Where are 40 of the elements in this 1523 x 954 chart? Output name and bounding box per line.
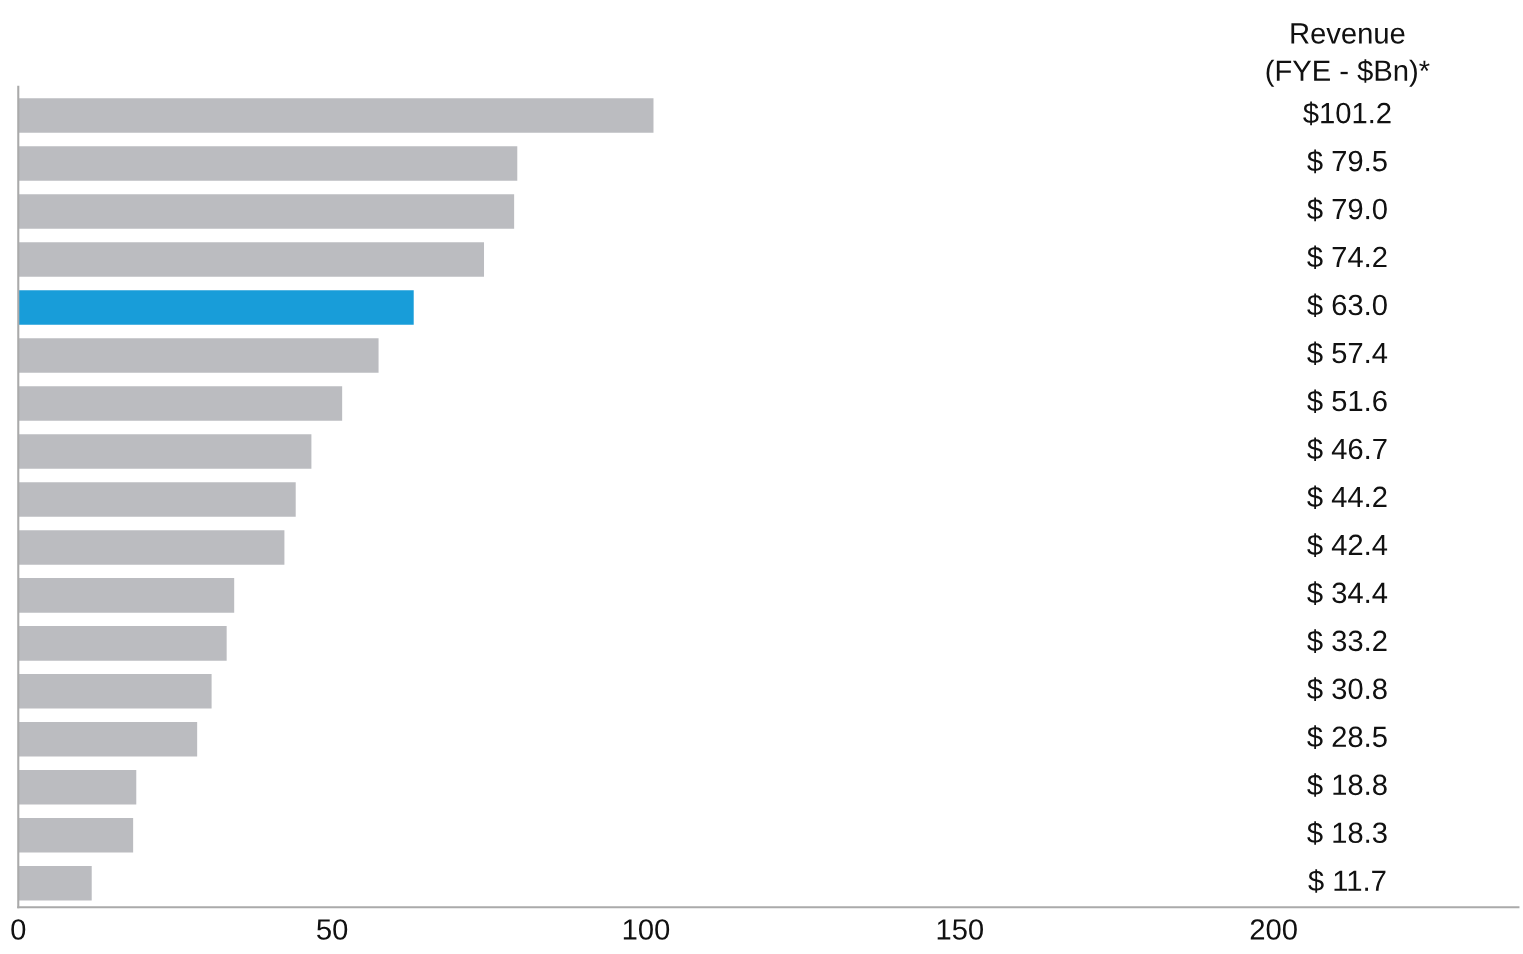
bar <box>18 626 227 661</box>
bar <box>18 434 312 469</box>
text: Revenue (FYE - $Bn)* <box>1266 23 1430 87</box>
data-label: $ 42.4 <box>1307 533 1388 557</box>
data-label: $ 33.2 <box>1307 629 1387 653</box>
bar <box>18 482 296 517</box>
bar <box>18 818 134 853</box>
bar <box>18 674 212 709</box>
data-label: $ 57.4 <box>1307 341 1388 366</box>
x-tick-label: 0 <box>11 919 26 940</box>
bar <box>18 98 654 133</box>
bar <box>18 770 137 805</box>
bar <box>18 194 515 229</box>
x-tick-label: 150 <box>937 919 983 940</box>
x-tick-label: 200 <box>1250 919 1297 940</box>
data-label: $ 30.8 <box>1307 677 1387 701</box>
bar <box>18 530 285 565</box>
bar <box>18 338 379 373</box>
bar <box>18 242 485 277</box>
data-label: $ 11.7 <box>1308 869 1386 893</box>
bar <box>18 146 518 181</box>
data-label: $ 79.5 <box>1307 149 1387 174</box>
data-label: $ 79.0 <box>1307 197 1387 222</box>
bar <box>18 386 343 421</box>
x-tick-label: 50 <box>317 919 348 940</box>
data-label: $ 46.7 <box>1307 437 1387 462</box>
x-tick-label: 100 <box>623 919 670 940</box>
data-label: $ 63.0 <box>1307 293 1387 318</box>
data-label: $ 74.2 <box>1307 245 1387 270</box>
data-label: $ 18.8 <box>1307 773 1387 797</box>
data-label: $ 44.2 <box>1307 485 1387 509</box>
bar <box>18 578 235 613</box>
data-label: $ 51.6 <box>1307 389 1387 414</box>
data-label: $ 34.4 <box>1307 581 1388 605</box>
data-label: $101.2 <box>1303 101 1391 126</box>
data-label: $ 18.3 <box>1307 821 1387 845</box>
data-label: $ 28.5 <box>1307 725 1387 749</box>
bar <box>18 290 414 325</box>
bar <box>18 865 92 901</box>
bar <box>18 722 198 757</box>
